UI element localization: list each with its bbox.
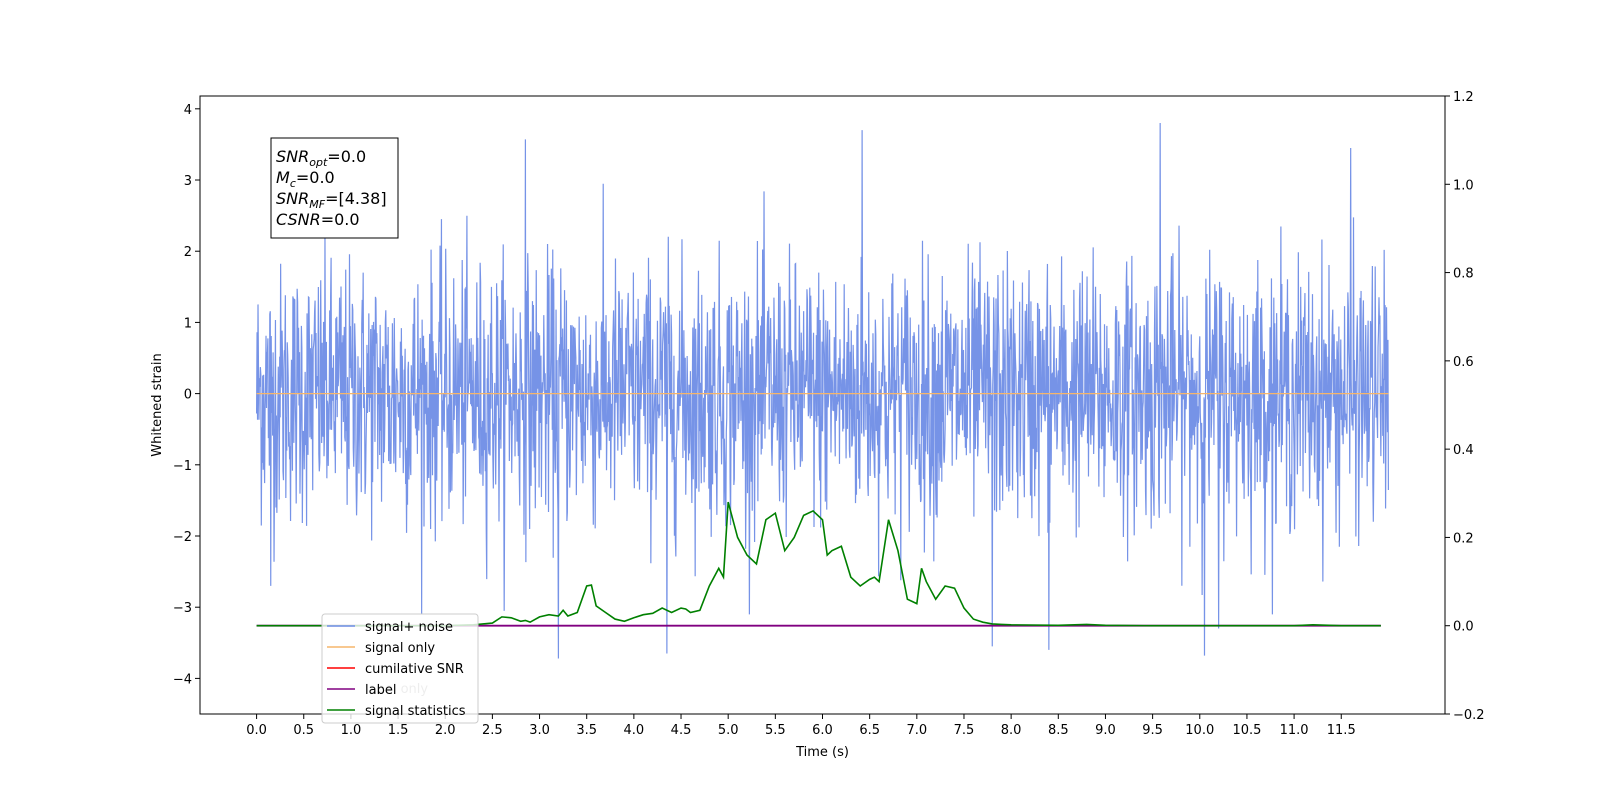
x-tick-label: 8.5 xyxy=(1048,723,1069,738)
x-axis: 0.0 0.5 1.0 1.5 2.0 2.5 3.0 3.5 4.0 4.5 5.0 5.5 6.0 6… xyxy=(246,714,1356,738)
x-tick-label: 10.0 xyxy=(1185,723,1214,738)
y-tick-label: 4 xyxy=(184,103,192,118)
y2-tick-label: 0.2 xyxy=(1453,531,1474,546)
x-tick-label: 2.5 xyxy=(482,723,503,738)
legend-label: label xyxy=(365,683,396,698)
legend-label: signal statistics xyxy=(365,704,466,719)
x-tick-label: 7.0 xyxy=(906,723,927,738)
x-tick-label: 4.0 xyxy=(624,723,645,738)
x-tick-label: 1.5 xyxy=(388,723,409,738)
x-tick-label: 6.5 xyxy=(859,723,880,738)
y2-tick-label: 0.0 xyxy=(1453,620,1474,635)
x-tick-label: 0.5 xyxy=(293,723,314,738)
x-tick-label: 0.0 xyxy=(246,723,267,738)
x-tick-label: 11.5 xyxy=(1327,723,1356,738)
series-line-signal-statistics xyxy=(256,501,1381,627)
y-tick-label: −4 xyxy=(173,672,192,687)
y2-tick-label: 0.8 xyxy=(1453,267,1474,282)
legend-label: signal+ noise xyxy=(365,620,453,635)
y2-tick-label: 1.2 xyxy=(1453,90,1474,105)
y-tick-label: −1 xyxy=(173,459,192,474)
annotation-line: SNRMF=[4.38] xyxy=(276,189,387,211)
y2-tick-label: 0.6 xyxy=(1453,355,1474,370)
x-tick-label: 3.5 xyxy=(576,723,597,738)
annotation-box-frame xyxy=(270,137,399,239)
y2-tick-label: 1.0 xyxy=(1453,178,1474,193)
y-axis-right: −0.2 0.0 0.2 0.4 0.6 0.8 1.0 1.2 xyxy=(1445,90,1485,723)
series-line-signal-noise xyxy=(255,123,1390,659)
y-tick-label: −2 xyxy=(173,530,192,545)
y-axis-label: Whitened strain xyxy=(150,353,165,456)
x-tick-label: 5.0 xyxy=(718,723,739,738)
y2-tick-label: 0.4 xyxy=(1453,443,1474,458)
x-axis-label: Time (s) xyxy=(795,745,849,760)
x-tick-label: 11.0 xyxy=(1280,723,1309,738)
y-tick-label: −3 xyxy=(173,601,192,616)
x-tick-label: 10.5 xyxy=(1232,723,1261,738)
legend-label: signal only xyxy=(365,641,435,656)
y-tick-label: 3 xyxy=(184,174,192,189)
y-tick-label: 2 xyxy=(184,245,192,260)
x-tick-label: 9.0 xyxy=(1095,723,1116,738)
legend-frame xyxy=(321,613,479,724)
annotation-line: CSNR=0.0 xyxy=(276,210,360,229)
y-tick-label: 0 xyxy=(184,388,192,403)
x-tick-label: 4.5 xyxy=(671,723,692,738)
annotation-line: Mc=0.0 xyxy=(276,168,335,190)
x-tick-label: 5.5 xyxy=(765,723,786,738)
legend-label: cumilative SNR xyxy=(365,662,464,677)
x-tick-label: 1.0 xyxy=(341,723,362,738)
noise-series-layer xyxy=(255,123,1390,659)
x-tick-label: 6.0 xyxy=(812,723,833,738)
annotation-line: SNRopt=0.0 xyxy=(276,147,366,169)
y-tick-label: 1 xyxy=(184,316,192,331)
x-tick-label: 7.5 xyxy=(954,723,975,738)
x-tick-label: 2.0 xyxy=(435,723,456,738)
y2-tick-label: −0.2 xyxy=(1453,708,1485,723)
x-tick-label: 3.0 xyxy=(529,723,550,738)
y-axis-left: −4 −3 −2 −1 0 1 2 3 4 xyxy=(173,103,200,687)
x-tick-label: 8.0 xyxy=(1001,723,1022,738)
x-tick-label: 9.5 xyxy=(1142,723,1163,738)
